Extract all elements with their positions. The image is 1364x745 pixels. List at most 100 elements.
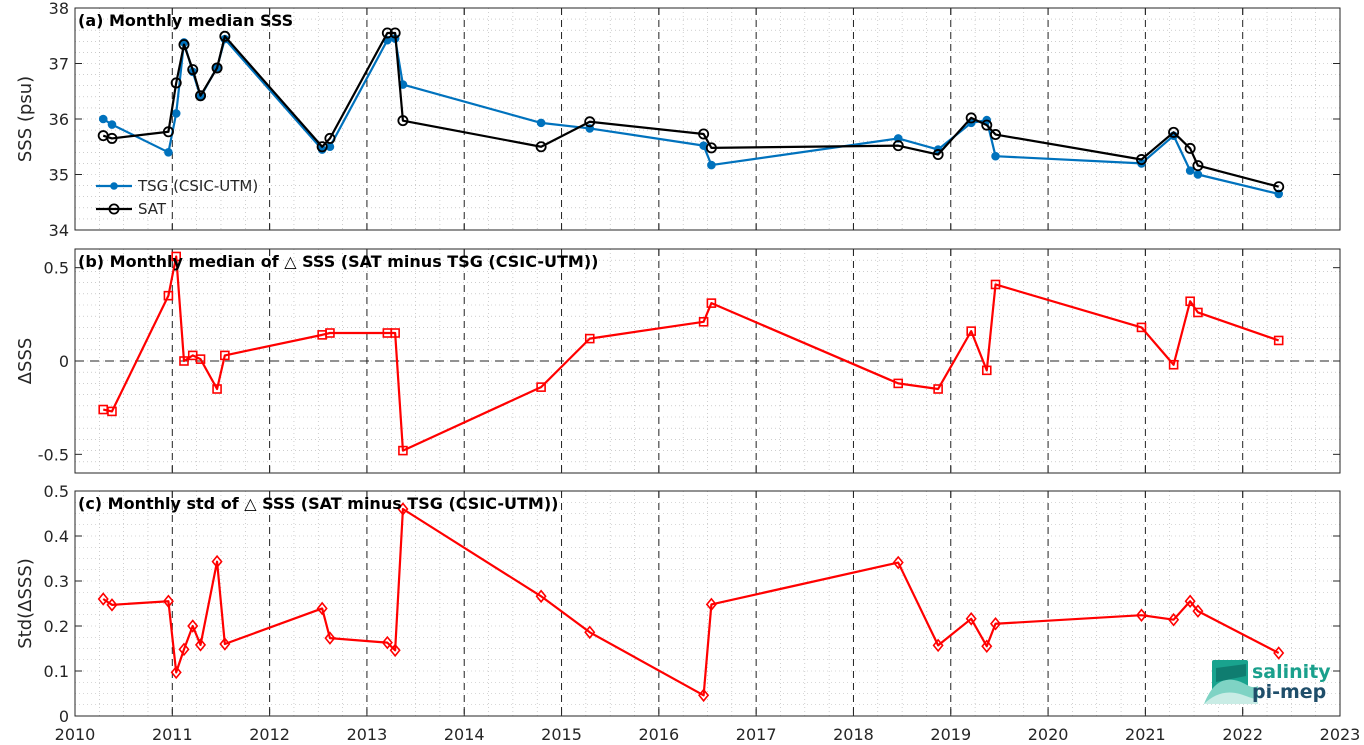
data-point	[706, 298, 717, 308]
data-point	[535, 141, 547, 153]
data-point	[989, 616, 1002, 631]
data-point	[535, 589, 547, 604]
data-point	[1192, 160, 1204, 172]
data-point	[324, 132, 336, 144]
x-tick-label: 2017	[736, 725, 777, 744]
data-point	[187, 64, 199, 76]
panel-c: 0 0.1 0.2 0.3 0.4 0.5 Std(ΔSSS) (c) Monthly std…	[15, 482, 1341, 726]
data-point	[1168, 612, 1180, 627]
data-point	[219, 30, 231, 42]
data-point	[220, 350, 230, 361]
y-tick-label: 0	[59, 707, 69, 726]
data-point	[106, 132, 118, 144]
data-point	[981, 365, 992, 376]
data-point	[705, 142, 717, 154]
x-tick-label: 2020	[1028, 725, 1069, 744]
y-tick-label: 35	[49, 166, 69, 185]
data-point	[389, 643, 401, 658]
data-point	[893, 378, 904, 389]
data-point	[179, 356, 189, 366]
data-point	[536, 382, 546, 392]
sat-series-line	[102, 31, 1279, 188]
data-point	[584, 333, 595, 344]
legend-marker	[110, 182, 118, 190]
data-point	[1184, 594, 1196, 609]
data-point	[381, 27, 393, 39]
panel-title: (b) Monthly median of △ SSS (SAT minus T…	[78, 252, 598, 271]
data-point	[1193, 307, 1203, 318]
data-point	[1192, 604, 1204, 618]
y-tick-label: 0	[59, 352, 69, 371]
data-point	[178, 39, 190, 51]
data-point	[933, 384, 943, 394]
data-point	[1135, 608, 1148, 622]
x-tick-label: 2014	[444, 725, 485, 744]
data-point	[325, 328, 335, 338]
y-tick-label: 0.3	[44, 572, 69, 591]
x-tick-label: 2016	[638, 725, 679, 744]
data-point	[981, 639, 993, 654]
y-axis-label: ΔSSS	[15, 338, 36, 385]
data-point	[390, 328, 400, 338]
data-point	[170, 665, 182, 680]
logo-emblem-icon	[1204, 660, 1258, 704]
data-point	[389, 27, 401, 39]
legend-label: TSG (CSIC-UTM)	[137, 177, 258, 195]
data-point	[990, 279, 1001, 290]
panel-title: (a) Monthly median SSS	[78, 11, 293, 30]
data-point	[164, 148, 173, 157]
data-point	[1185, 296, 1195, 307]
data-point	[1168, 359, 1179, 370]
x-tick-label: 2023	[1320, 725, 1361, 744]
y-tick-label: 0.5	[44, 259, 69, 278]
data-point	[163, 290, 174, 301]
data-point	[107, 406, 117, 417]
data-point	[195, 90, 207, 102]
axes-frame	[74, 248, 1341, 474]
x-tick-label: 2010	[55, 725, 96, 744]
data-point	[893, 134, 903, 143]
data-point	[107, 120, 117, 129]
y-tick-label: 37	[49, 55, 69, 74]
data-point	[892, 555, 904, 570]
y-tick-label: 36	[49, 110, 69, 129]
data-point	[1273, 335, 1284, 346]
y-tick-label: -0.5	[38, 445, 69, 464]
data-point	[98, 114, 108, 124]
data-point	[171, 109, 181, 118]
y-tick-label: 0.4	[44, 527, 69, 546]
legend-label: SAT	[138, 200, 167, 218]
data-point	[705, 597, 717, 612]
data-point	[397, 502, 409, 516]
data-point	[584, 116, 596, 128]
x-tick-label: 2011	[152, 725, 193, 744]
salinity-pi-mep-logo: salinity pi-mep	[1204, 660, 1331, 704]
data-point	[892, 140, 904, 152]
data-point	[990, 129, 1002, 141]
data-point	[965, 112, 977, 124]
data-point	[316, 141, 328, 153]
data-point	[1135, 154, 1147, 166]
data-point	[536, 118, 546, 128]
x-tick-label: 2013	[347, 725, 388, 744]
delta-sss-series	[98, 251, 1284, 456]
data-point	[211, 62, 223, 74]
data-point	[97, 592, 109, 606]
x-tick-label: 2012	[249, 725, 290, 744]
data-point	[1273, 181, 1285, 193]
data-point	[398, 445, 408, 456]
data-point	[1136, 322, 1147, 333]
data-point	[707, 160, 716, 170]
panel-b: -0.5 0 0.5 ΔSSS (b) Monthly median of △ SSS …	[15, 248, 1341, 474]
data-point	[1274, 189, 1283, 199]
y-tick-label: 0.1	[44, 662, 69, 681]
data-point	[162, 594, 174, 609]
data-point	[324, 631, 336, 645]
data-point	[698, 316, 709, 327]
y-tick-label: 34	[49, 221, 69, 240]
panel-a: 34 35 36 37 38 SSS (psu) (a) Monthly median SS…	[15, 0, 1341, 240]
x-tick-label: 2021	[1125, 725, 1166, 744]
data-point	[162, 126, 174, 138]
y-axis-label: SSS (psu)	[15, 76, 36, 162]
